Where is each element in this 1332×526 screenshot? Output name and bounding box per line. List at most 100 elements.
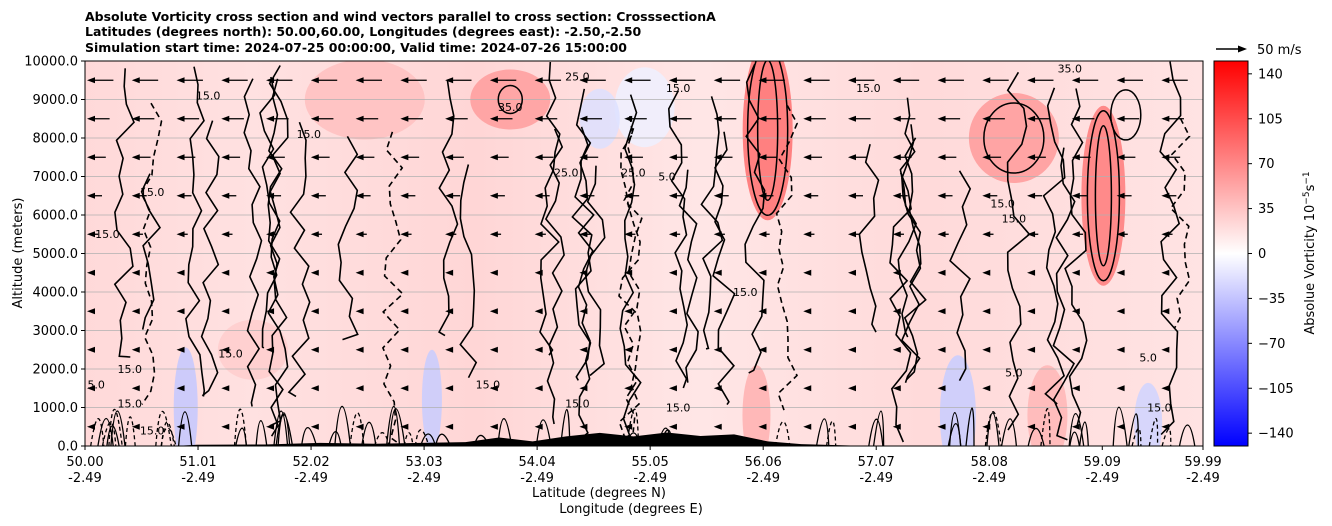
wind-vector-head bbox=[534, 77, 543, 84]
wind-vector-head bbox=[579, 269, 588, 276]
wind-vector-head bbox=[445, 231, 454, 238]
wind-vector-head bbox=[131, 308, 140, 315]
wind-vector-head bbox=[87, 192, 95, 199]
wind-vector-head bbox=[713, 115, 722, 122]
wind-vector-head bbox=[266, 115, 275, 122]
wind-vector-head bbox=[668, 154, 677, 161]
contour-line-low bbox=[1112, 406, 1128, 446]
colorbar-ticks: 140 105 70 35 0 −35 −70 −105 −140 bbox=[1248, 67, 1294, 442]
wind-vector-head bbox=[624, 192, 633, 199]
wind-vectors bbox=[87, 77, 1188, 430]
colorbar-tick-label: −70 bbox=[1258, 337, 1285, 352]
contour-line-low bbox=[1040, 408, 1051, 446]
contour-line bbox=[544, 128, 565, 425]
wind-vector-head bbox=[937, 269, 946, 276]
contour-line-low bbox=[235, 427, 247, 446]
colorbar-tick-label: 140 bbox=[1258, 67, 1283, 82]
wind-vector-head bbox=[176, 423, 185, 430]
wind-vector-head bbox=[937, 346, 946, 353]
wind-vector-head bbox=[579, 423, 588, 430]
wind-vector-head bbox=[355, 192, 364, 199]
contour-label: 15.0 bbox=[118, 398, 143, 411]
contour-label: 15.0 bbox=[1002, 213, 1027, 226]
wind-vector-head bbox=[266, 346, 275, 353]
wind-vector-head bbox=[758, 154, 767, 161]
wind-vector-head bbox=[1161, 308, 1170, 315]
wind-vector-head bbox=[1116, 192, 1125, 199]
contour-line bbox=[243, 78, 263, 407]
wind-vector-head bbox=[489, 385, 498, 392]
contour-label: 15.0 bbox=[990, 197, 1015, 210]
wind-vector-head bbox=[937, 77, 946, 84]
x-tick-label-lon: -2.49 bbox=[294, 471, 328, 486]
wind-vector-head bbox=[1161, 77, 1170, 84]
contour-ring bbox=[497, 84, 524, 115]
wind-vector-head bbox=[221, 269, 230, 276]
wind-vector-head bbox=[400, 269, 409, 276]
wind-vector-head bbox=[937, 308, 946, 315]
wind-vector-head bbox=[803, 308, 812, 315]
wind-vector-head bbox=[803, 77, 812, 84]
wind-vector-head bbox=[848, 77, 857, 84]
wind-vector-head bbox=[489, 154, 498, 161]
wind-vector-head bbox=[1161, 231, 1170, 238]
x-tick-label-lon: -2.49 bbox=[1186, 471, 1220, 486]
contour-label: 15.0 bbox=[297, 128, 322, 141]
wind-vector-head bbox=[445, 192, 454, 199]
wind-vector-head bbox=[758, 77, 767, 84]
wind-vector-head bbox=[1116, 385, 1125, 392]
contour-line-low bbox=[349, 412, 365, 446]
wind-vector-head bbox=[624, 115, 633, 122]
wind-vector-head bbox=[803, 231, 812, 238]
wind-vector-head bbox=[534, 423, 543, 430]
vorticity-anomaly bbox=[1081, 105, 1126, 286]
wind-vector-head bbox=[1071, 423, 1080, 430]
wind-vector-head bbox=[176, 154, 185, 161]
y-tick-label: 3000.0 bbox=[33, 324, 79, 339]
x-tick-label-lat: 51.01 bbox=[179, 455, 216, 470]
wind-vector-head bbox=[310, 115, 319, 122]
wind-vector-head bbox=[1027, 77, 1036, 84]
wind-vector-head bbox=[848, 115, 857, 122]
x-axis-label-latitude: Latitude (degrees N) bbox=[532, 486, 666, 501]
wind-vector-head bbox=[848, 231, 857, 238]
wind-vector-head bbox=[221, 154, 230, 161]
wind-vector-head bbox=[848, 269, 857, 276]
wind-vector-head bbox=[982, 346, 991, 353]
wind-vector-head bbox=[1116, 77, 1125, 84]
contour-line bbox=[200, 120, 220, 397]
wind-vector-head bbox=[310, 385, 319, 392]
contour-label: 35.0 bbox=[1058, 63, 1083, 76]
wind-vector-head bbox=[1071, 231, 1080, 238]
wind-vector-head bbox=[221, 192, 230, 199]
contour-line-low bbox=[1178, 424, 1196, 446]
wind-vector-head bbox=[221, 231, 230, 238]
contour-line bbox=[1064, 88, 1088, 426]
wind-vector-head bbox=[668, 385, 677, 392]
wind-vector-head bbox=[579, 308, 588, 315]
contour-line bbox=[571, 126, 593, 445]
colorbar-tick-label: 35 bbox=[1258, 202, 1275, 217]
wind-vector-head bbox=[668, 192, 677, 199]
wind-vector-head bbox=[221, 308, 230, 315]
wind-vector-head bbox=[1071, 115, 1080, 122]
wind-vector-head bbox=[445, 115, 454, 122]
wind-vector-head bbox=[982, 154, 991, 161]
wind-vector-head bbox=[266, 154, 275, 161]
contour-line-low bbox=[124, 416, 136, 446]
y-tick-label: 7000.0 bbox=[33, 170, 79, 185]
wind-vector-head bbox=[400, 308, 409, 315]
contour-line bbox=[185, 66, 206, 397]
x-tick-label-lat: 56.06 bbox=[745, 455, 782, 470]
wind-vector-head bbox=[1116, 154, 1125, 161]
wind-vector-head bbox=[1027, 231, 1036, 238]
contour-line-low bbox=[1161, 428, 1172, 446]
colorbar-tick-label: 70 bbox=[1258, 157, 1275, 172]
wind-vector-head bbox=[221, 346, 230, 353]
wind-vector-head bbox=[758, 231, 767, 238]
x-tick-label-lon: -2.49 bbox=[407, 471, 441, 486]
wind-vector-head bbox=[1071, 269, 1080, 276]
wind-vector-head bbox=[668, 77, 677, 84]
quiver-key-label: 50 m/s bbox=[1257, 43, 1302, 58]
